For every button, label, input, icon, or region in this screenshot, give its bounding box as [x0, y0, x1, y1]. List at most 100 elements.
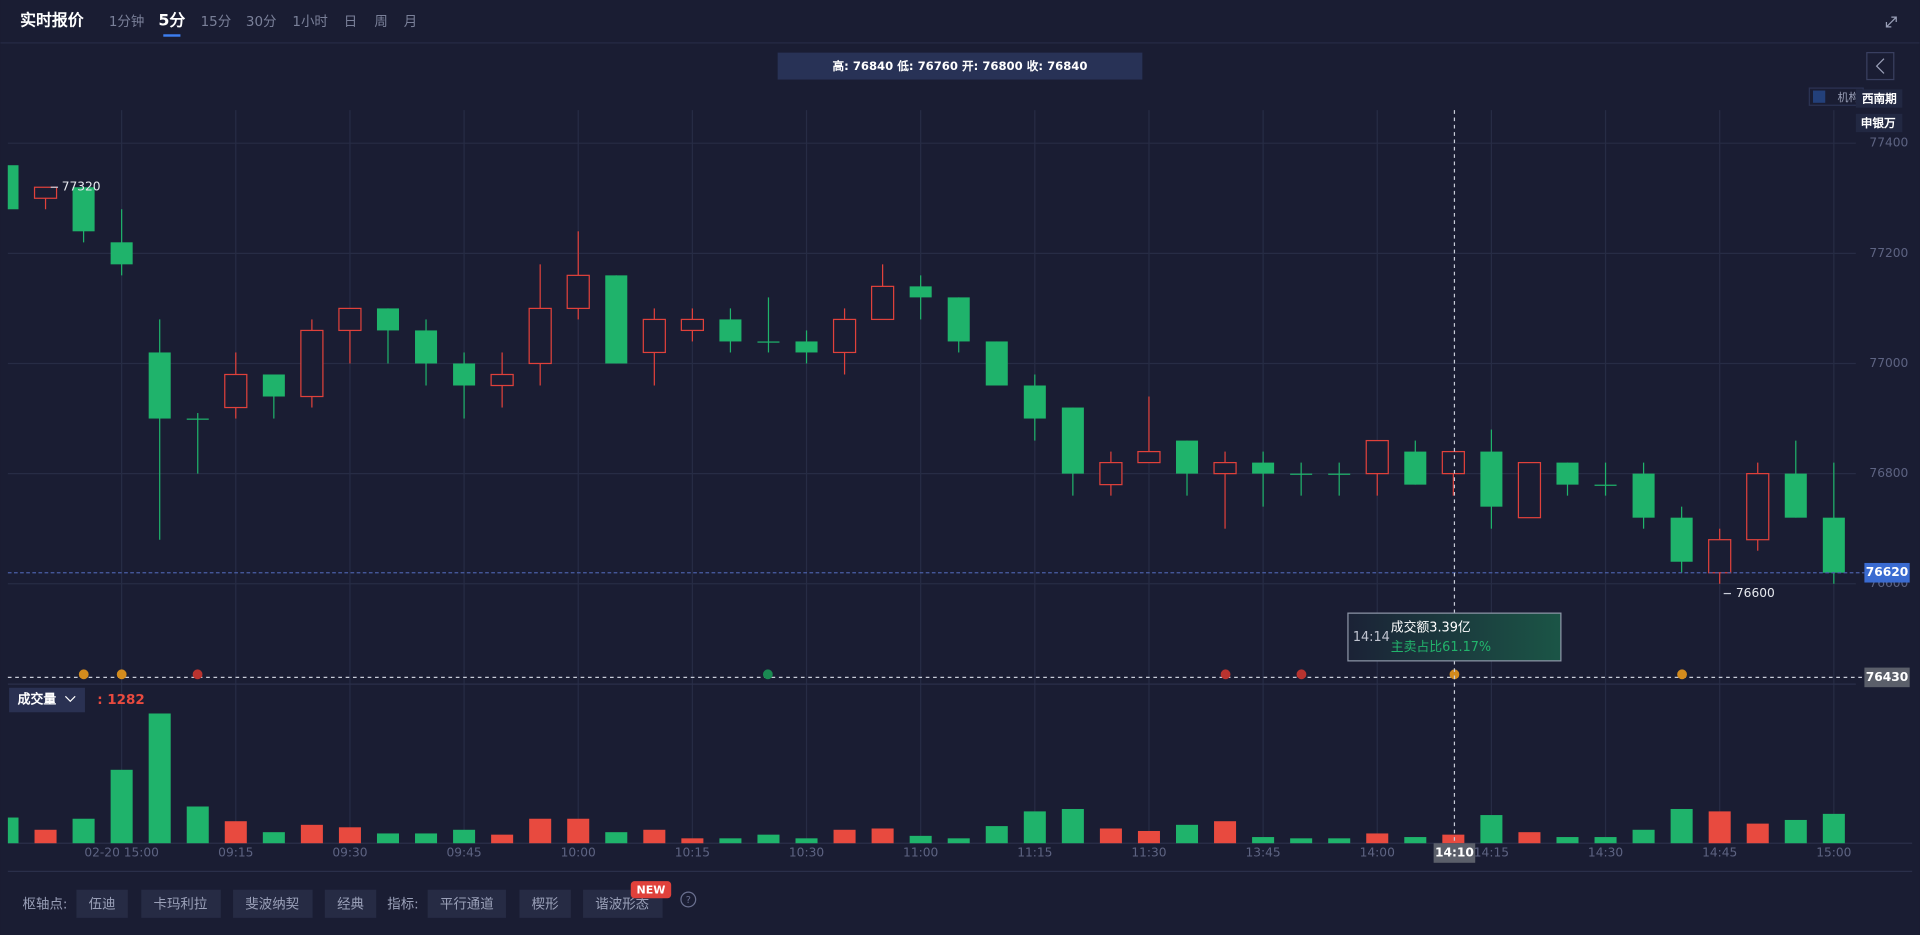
toolbar-button[interactable] [324, 889, 377, 918]
help-text[interactable]: ? [686, 895, 691, 906]
volume-bar [1175, 824, 1199, 844]
volume-bar [453, 829, 476, 844]
volume-bar [186, 806, 209, 844]
volume-bar [985, 826, 1008, 844]
x-tick-label: 13:45 [1245, 846, 1280, 860]
crosshair-price-label: 76430 [1866, 670, 1909, 684]
volume-bar [7, 817, 19, 844]
candle-body [186, 418, 209, 420]
tag-text[interactable]: 机构 [1837, 90, 1859, 104]
volume-bar [148, 713, 171, 844]
volume-bar [1556, 837, 1579, 844]
x-tick-label: 10:30 [789, 846, 824, 860]
toolbar-button-text[interactable]: 经典 [337, 896, 364, 912]
volume-bar [1099, 828, 1122, 844]
toolbar-button[interactable] [233, 889, 313, 918]
volume-bar [1252, 837, 1275, 844]
tab[interactable]: 周 [374, 15, 387, 30]
event-icons [78, 669, 1687, 680]
min-label: 76600 [1736, 586, 1775, 600]
toolbar-button[interactable] [427, 889, 506, 918]
tag-text[interactable]: 西南期 [1862, 92, 1897, 106]
y-tick-label: 77200 [1869, 246, 1908, 260]
toolbar-button-text[interactable]: 谐波形态 [595, 896, 649, 912]
candle-body [33, 186, 58, 199]
volume-bar [1746, 823, 1769, 844]
info-value: 76840 [853, 59, 893, 73]
x-tick-label: 11:00 [903, 846, 938, 860]
tab[interactable]: 30分 [246, 14, 277, 30]
event-icon[interactable] [1220, 669, 1231, 680]
volume-readout: : 1282 [97, 693, 145, 708]
tooltip [1347, 612, 1562, 662]
candle-body [415, 330, 438, 364]
toolbar-button-text[interactable]: 斐波纳契 [245, 896, 299, 912]
toolbar-button[interactable] [76, 889, 128, 918]
tab[interactable]: 日 [344, 15, 357, 30]
event-icon[interactable] [1677, 669, 1687, 680]
volume-bar [1442, 834, 1465, 844]
volume-bar [1290, 838, 1313, 844]
tag-box[interactable] [1855, 89, 1903, 108]
candle-body [1252, 462, 1275, 474]
event-icon[interactable] [1296, 669, 1307, 680]
volume-bar [1328, 838, 1351, 844]
y-tick-label: 77000 [1869, 356, 1908, 370]
crosshair-price-badge [1864, 667, 1910, 688]
candle-body [642, 318, 666, 354]
toolbar-button-text[interactable]: 伍迪 [89, 896, 116, 912]
event-icon[interactable] [1449, 669, 1460, 680]
candle-body [1556, 462, 1579, 485]
candle-body [1099, 461, 1123, 486]
candle-body [338, 307, 362, 332]
event-icon[interactable] [116, 669, 127, 680]
y-tick-label: 77400 [1869, 136, 1908, 150]
candle-body [72, 187, 95, 232]
tab[interactable]: 1分钟 [109, 13, 144, 30]
candle-body [1746, 473, 1770, 541]
toolbar-button-text[interactable]: 楔形 [532, 896, 559, 912]
event-icon[interactable] [762, 669, 773, 680]
toolbar-button-text[interactable]: 卡玛利拉 [154, 896, 208, 912]
volume-title[interactable]: 成交量 [18, 692, 57, 708]
volume-bar [643, 829, 666, 844]
candle-body [1175, 440, 1199, 474]
candle-body [1594, 484, 1617, 486]
toolbar-button[interactable] [141, 889, 221, 918]
candle-body [7, 165, 19, 210]
x-tick-label: 14:00 [1360, 846, 1395, 860]
help-icon[interactable] [680, 891, 697, 908]
candle-body [870, 285, 895, 321]
collapse-button[interactable] [1866, 52, 1895, 81]
event-icon[interactable] [192, 669, 203, 680]
tag-box[interactable] [1855, 113, 1903, 133]
candle-body [262, 374, 285, 397]
event-icon[interactable] [78, 669, 89, 680]
x-tick-label: 10:00 [561, 846, 596, 860]
collapse-icon [1875, 58, 1885, 74]
volume-bar [1023, 811, 1046, 844]
x-tick-label: 10:15 [675, 846, 710, 860]
candle-body [719, 319, 742, 342]
tag-icon [1813, 90, 1826, 103]
candle-body [1061, 407, 1084, 474]
max-label: 77320 [62, 180, 101, 194]
toolbar-button[interactable] [519, 889, 571, 918]
volume-bar [1594, 837, 1617, 844]
candle-body [795, 341, 818, 353]
toolbar-button-text[interactable]: 平行通道 [440, 896, 494, 912]
info-value: 76840 [1047, 59, 1087, 73]
volume-bar [224, 821, 247, 844]
info-label: 收: [1027, 59, 1043, 73]
tag-text[interactable]: 申银万 [1861, 116, 1896, 130]
info-label: 低: [896, 59, 913, 73]
tab[interactable]: 月 [404, 15, 417, 30]
x-tick-label: 14:45 [1702, 846, 1737, 860]
tab[interactable]: 15分 [201, 14, 232, 30]
volume-bar [491, 834, 514, 844]
tab-active[interactable]: 5分 [158, 10, 185, 29]
candle-body [110, 242, 133, 265]
shrink-icon[interactable] [1885, 16, 1897, 28]
tab[interactable]: 1小时 [292, 14, 327, 30]
x-tick-label: 09:30 [332, 846, 367, 860]
